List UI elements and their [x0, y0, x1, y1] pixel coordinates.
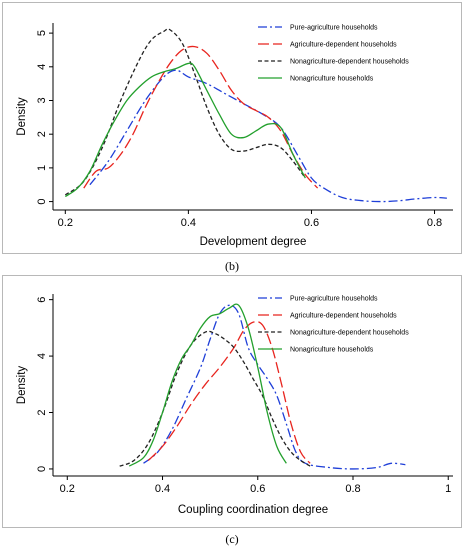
series-line-4 [64, 62, 306, 198]
density-chart-b: 0 1 2 3 4 5 0.2 0.4 0.6 0.8 Development degree Dens… [16, 23, 453, 248]
x-tick-label: 0.4 [155, 483, 170, 495]
series-line-2 [147, 320, 311, 464]
x-tick-label: 0.2 [60, 483, 75, 495]
y-tick-label: 6 [36, 297, 48, 303]
x-tick-label: 0.8 [345, 483, 360, 495]
series-line-2 [83, 45, 319, 189]
chart-panel-b: 0 1 2 3 4 5 0.2 0.4 0.6 0.8 Development degree Dens… [2, 2, 462, 254]
legend-label-2: Agriculture-dependent households [290, 42, 397, 49]
legend-label-4: Nonagriculture households [290, 347, 374, 354]
y-axis-title: Density [16, 97, 28, 136]
x-tick-label: 0.6 [304, 217, 319, 229]
y-tick-label: 1 [36, 165, 48, 171]
legend-label-3: Nonagriculture-dependent households [290, 330, 409, 337]
y-tick-label: 0 [36, 199, 48, 205]
series-line-4 [128, 303, 287, 467]
x-tick-label: 1 [445, 483, 451, 495]
legend-label-3: Nonagriculture-dependent households [290, 59, 409, 66]
y-tick-label: 2 [36, 409, 48, 415]
series-line-3 [119, 330, 311, 467]
x-axis-title: Development degree [200, 236, 307, 248]
legend-label-4: Nonagriculture households [290, 76, 374, 83]
y-tick-label: 4 [36, 64, 48, 70]
series-line-3 [64, 28, 306, 196]
x-axis-title: Coupling coordination degree [178, 504, 328, 516]
series-line-1 [89, 69, 447, 203]
panel-label-c: (c) [225, 532, 239, 546]
y-tick-label: 5 [36, 30, 48, 36]
x-tick-label: 0.4 [181, 217, 196, 229]
density-chart-c: 0 2 4 6 0.2 0.4 0.6 0.8 1 Coupling coordination d… [16, 294, 453, 516]
legend-label-1: Pure-agriculture households [290, 296, 378, 303]
legend-label-2: Agriculture-dependent households [290, 313, 397, 320]
y-tick-label: 2 [36, 131, 48, 137]
panel-label-b: (b) [225, 259, 239, 273]
y-tick-label: 3 [36, 97, 48, 103]
x-tick-label: 0.8 [427, 217, 442, 229]
x-tick-label: 0.6 [250, 483, 265, 495]
y-tick-label: 4 [36, 353, 48, 359]
y-tick-label: 0 [36, 466, 48, 472]
legend-label-1: Pure-agriculture households [290, 25, 378, 32]
chart-panel-c: 0 2 4 6 0.2 0.4 0.6 0.8 1 Coupling coordination d… [2, 275, 462, 528]
y-axis-title: Density [16, 366, 28, 405]
x-tick-label: 0.2 [58, 217, 73, 229]
